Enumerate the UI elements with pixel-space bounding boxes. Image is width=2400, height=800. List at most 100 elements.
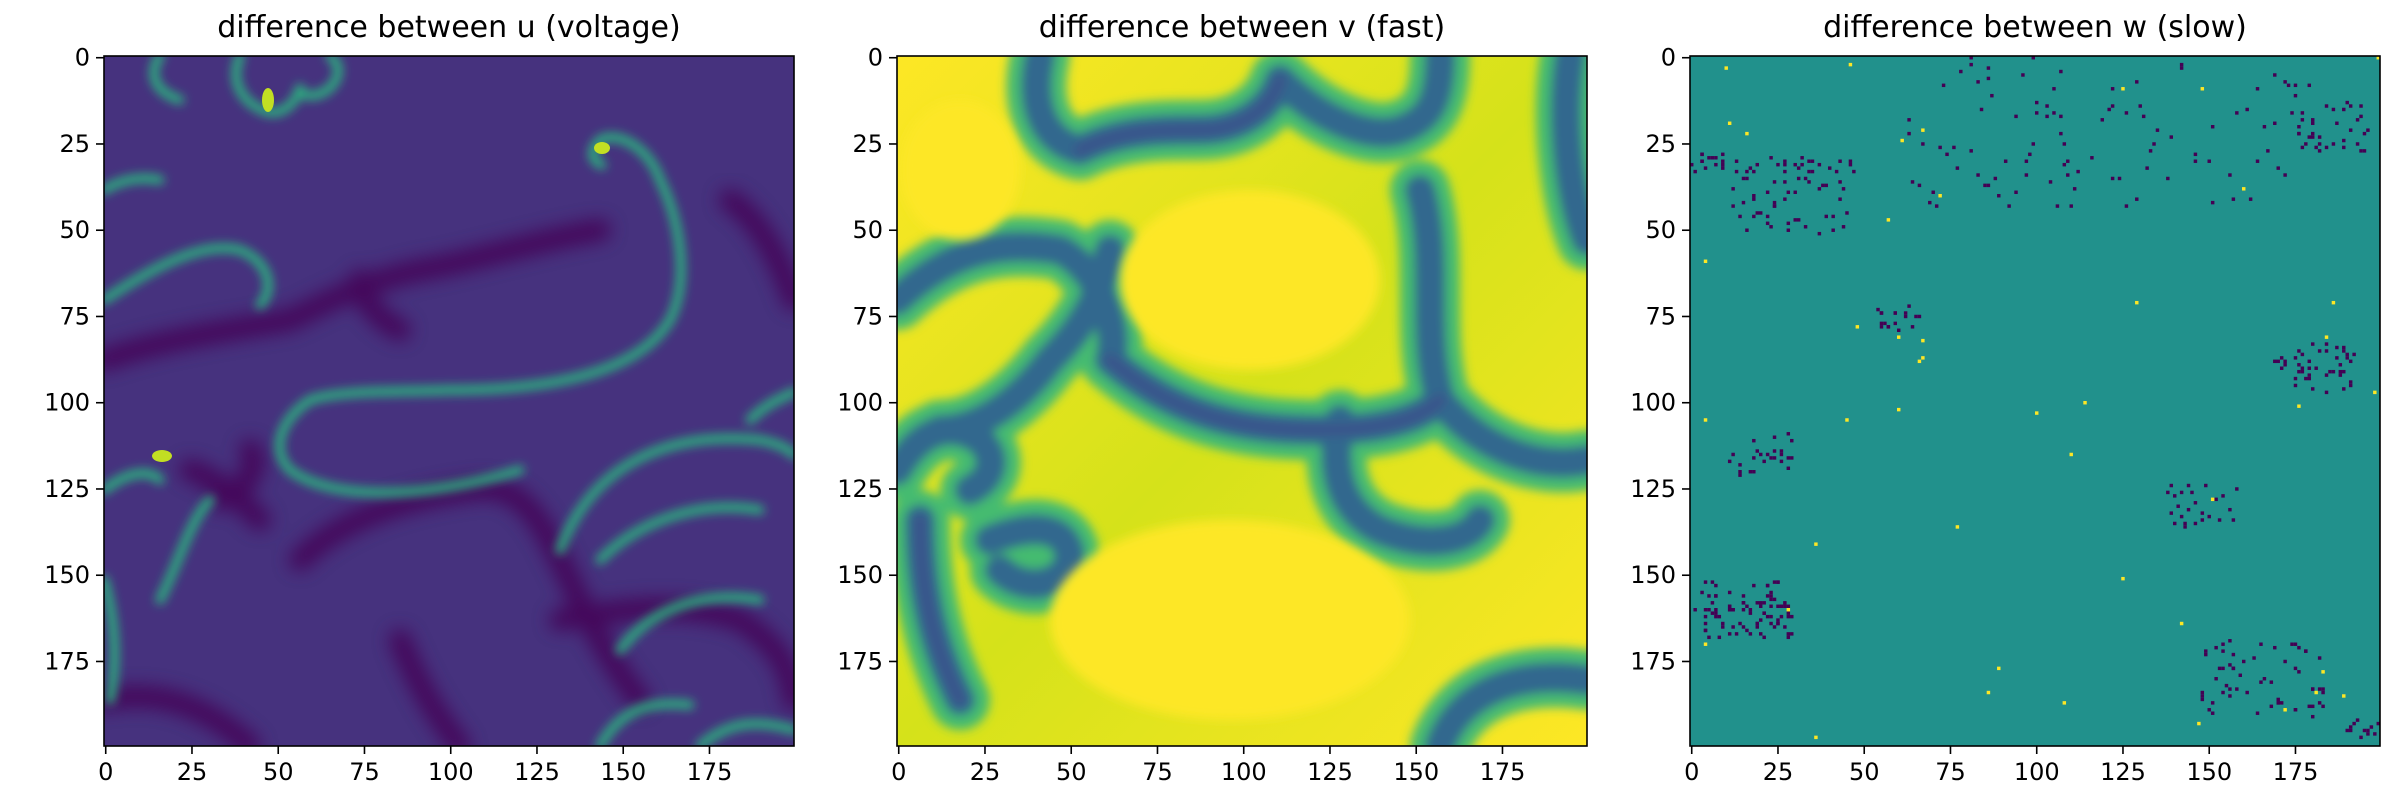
panel-w-low-cell [2148,149,2153,153]
panel-w-high-cell [2197,721,2201,726]
panel-w-low-cell [1769,456,1773,460]
panel-w-low-cell [2324,390,2329,395]
panel-w-low-cell [2204,483,2208,488]
panel-w-low-cell [2228,173,2232,177]
panel-w-low-cell [1776,580,1780,584]
panel-w-low-cell [2200,694,2205,698]
panel-w-low-cell [1897,328,1901,332]
panel-w-low-cell [2304,142,2308,146]
panel-w-low-cell [1703,621,1708,626]
panel-w-low-cell [2221,642,2225,646]
panel-u-x-axis: 0 25 50 75 100 125 150 175 [98,746,732,786]
panel-w-low-cell [1727,459,1732,464]
panel-u-wave-tips [152,88,610,462]
panel-w-x-tick-label: 75 [1935,758,1966,786]
panel-w-low-cell [1790,438,1794,443]
panel-w-low-cell [2003,159,2008,163]
panel-w-low-cell [1838,159,1842,163]
panel-w-low-cell [1772,597,1777,602]
panel-w-low-cell [2179,514,2184,519]
panel-w-low-cell [2307,376,2311,381]
panel-w-low-cell [1748,632,1753,636]
panel-w-low-cell [1762,601,1766,605]
panel-w-low-cell [2290,642,2294,646]
panel-w-low-cell [1831,228,1835,232]
panel-w-low-cell [2214,497,2218,502]
panel-w-low-cell [1917,183,1922,188]
panel-v-x-tick-label: 150 [1393,758,1439,786]
panel-w-low-cell [1769,614,1773,619]
panel-w-low-cell [2266,149,2270,153]
panel-w-low-cell [1731,452,1735,457]
panel-w-low-cell [2300,352,2305,357]
panel-w-low-cell [1824,183,1828,188]
panel-w-low-cell [2014,114,2018,119]
panel-w-low-cell [2242,659,2246,664]
panel-w-low-cell [2311,714,2315,719]
panel-w-low-cell [1879,321,1884,326]
panel-w-low-cell [1752,470,1756,474]
panel-w-low-cell [1986,183,1991,188]
panel-w-low-cell [1748,611,1753,615]
panel-w-low-cell [1700,159,1704,163]
panel-w-low-cell [1779,604,1784,608]
panel-w-low-cell [2221,649,2225,653]
panel-w-low-cell [2300,145,2305,150]
panel-w-high-cell [1921,338,1925,343]
panel-w-low-cell [1714,156,1718,160]
panel-w-low-cell [2290,111,2294,115]
panel-u-y-tick-label: 75 [59,302,90,330]
panel-w-high-cell [1814,542,1818,546]
panel-w-low-cell [1917,314,1922,319]
panel-w-low-cell [2141,114,2146,119]
panel-w-low-cell [1776,162,1780,167]
panel-w-low-cell [1969,62,1973,67]
panel-w-low-cell [1772,435,1777,439]
panel-w-low-cell [2204,652,2208,657]
panel-w-low-cell [2031,142,2035,146]
panel-w-low-cell [1969,149,1973,153]
panel-w-low-cell [1752,583,1756,588]
panel-w-low-cell [2135,197,2139,201]
panel-w-low-cell [1824,214,1828,219]
panel-w-low-cell [2324,104,2329,108]
panel-w-low-cell [2262,125,2267,129]
panel-w-low-cell [2348,725,2353,729]
panel-w-low-cell [1790,614,1794,619]
panel-w-low-cell [1741,601,1746,605]
panel-w-low-cell [2152,142,2156,146]
panel-w-low-cell [2307,704,2311,709]
panel-w-low-cell [1986,76,1991,81]
panel-w-low-cell [2183,521,2187,526]
panel-w-low-cell [2072,187,2077,191]
panel-w-low-cell [1738,214,1742,219]
panel-w-low-cell [1703,608,1708,612]
panel-w-low-cell [2110,87,2115,91]
panel-w-low-cell [2300,111,2305,115]
panel-w-low-cell [2100,118,2104,122]
panel-w-low-cell [2224,683,2229,688]
panel-v-x-tick-label: 175 [1480,758,1526,786]
panel-w-low-cell [1762,459,1766,464]
panel-w-x-tick-label: 50 [1849,758,1880,786]
panel-w-low-cell [1793,162,1797,167]
panel-w-low-cell [1803,225,1808,229]
panel-w-low-cell [2269,704,2274,709]
panel-w-low-cell [1786,432,1791,436]
panel-u-title: difference between u (voltage) [217,10,680,45]
panel-v-x-tick-label: 125 [1307,758,1353,786]
panel-w-low-cell [2324,373,2329,377]
panel-w-low-cell [2342,349,2346,353]
panel-w-low-cell [2169,483,2173,488]
panel-w-low-cell [2338,369,2343,374]
panel-w-low-cell [2186,507,2191,512]
panel-w-low-cell [1752,197,1756,201]
panel-w-low-cell [1752,169,1756,174]
panel-w-low-cell [2107,107,2111,112]
panel-w-high-cell [2083,401,2087,405]
panel-w-low-cell [2210,200,2215,205]
panel-w-low-cell [1817,231,1822,236]
panel-u: difference between u (voltage) [44,10,795,786]
panel-w-low-cell [1786,221,1791,226]
panel-w-low-cell [1893,321,1897,326]
